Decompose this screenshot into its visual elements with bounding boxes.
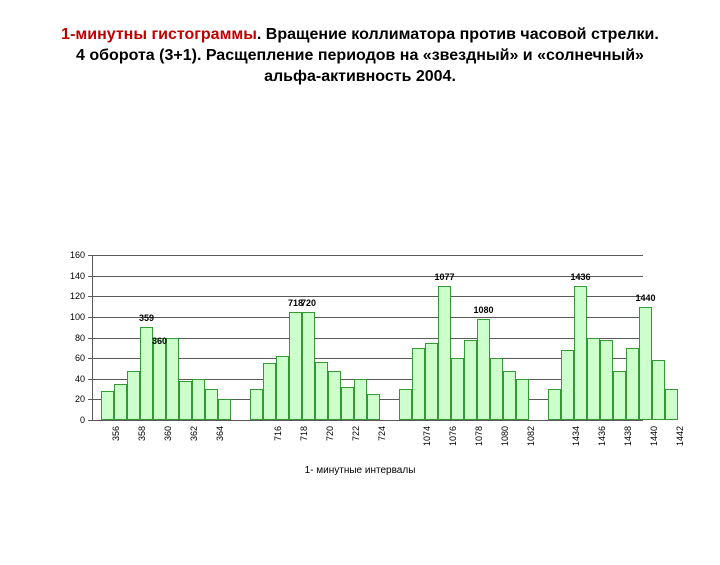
bar-annotation: 360 <box>152 336 167 346</box>
bar <box>192 379 205 420</box>
bar <box>263 363 276 420</box>
bar <box>516 379 529 420</box>
x-tick-label: 1436 <box>597 426 607 446</box>
bar <box>464 340 477 420</box>
y-tick-label: 80 <box>75 333 85 343</box>
x-tick-label: 1434 <box>571 426 581 446</box>
bar <box>101 391 114 420</box>
x-tick-label: 1076 <box>448 426 458 446</box>
bar-annotation: 1077 <box>434 272 454 282</box>
bar <box>354 379 367 420</box>
bar <box>114 384 127 420</box>
bar <box>438 286 451 420</box>
bar <box>574 286 587 420</box>
x-axis-title: 1- минутные интервалы <box>0 465 720 476</box>
y-tick-label: 40 <box>75 374 85 384</box>
bar <box>561 350 574 420</box>
bar <box>153 338 166 421</box>
x-tick-label: 720 <box>325 426 335 441</box>
x-tick-label: 722 <box>351 426 361 441</box>
title-block: 1-минутны гистограммы. Вращение коллимат… <box>60 25 660 87</box>
bar <box>613 371 626 421</box>
bar <box>490 358 503 420</box>
bar <box>399 389 412 420</box>
bar <box>451 358 464 420</box>
bar-annotation: 1440 <box>635 293 655 303</box>
bar <box>503 371 516 421</box>
bar-annotation: 1080 <box>473 305 493 315</box>
x-tick-label: 1440 <box>649 426 659 446</box>
bar <box>412 348 425 420</box>
bar <box>367 394 380 420</box>
x-tick-label: 1080 <box>500 426 510 446</box>
x-tick-label: 1078 <box>474 426 484 446</box>
x-tick-label: 358 <box>137 426 147 441</box>
bar <box>652 360 665 420</box>
y-tick-label: 0 <box>80 415 85 425</box>
title-line2: альфа-активность 2004. <box>264 68 456 85</box>
bar <box>639 307 652 420</box>
bar <box>587 338 600 421</box>
x-tick-label: 364 <box>215 426 225 441</box>
y-tick-label: 160 <box>70 250 85 260</box>
bar-annotation: 720 <box>301 298 316 308</box>
x-tick-label: 724 <box>377 426 387 441</box>
bar <box>276 356 289 420</box>
bar <box>302 312 315 420</box>
bar <box>218 399 231 420</box>
x-tick-label: 362 <box>189 426 199 441</box>
x-tick-label: 716 <box>273 426 283 441</box>
x-tick-label: 360 <box>163 426 173 441</box>
bar <box>315 362 328 420</box>
x-tick-label: 1442 <box>675 426 685 446</box>
x-tick-label: 1074 <box>422 426 432 446</box>
y-tick-label: 120 <box>70 291 85 301</box>
x-tick-label: 1438 <box>623 426 633 446</box>
bar <box>600 340 613 420</box>
bar <box>127 371 140 421</box>
bar-annotation: 1436 <box>570 272 590 282</box>
bar <box>205 389 218 420</box>
bar <box>665 389 678 420</box>
bar <box>328 371 341 421</box>
bar <box>250 389 263 420</box>
y-tick-label: 140 <box>70 271 85 281</box>
bar-annotation: 359 <box>139 313 154 323</box>
y-tick-label: 20 <box>75 394 85 404</box>
bar <box>425 343 438 420</box>
x-tick-label: 718 <box>299 426 309 441</box>
y-tick-label: 60 <box>75 353 85 363</box>
bar <box>626 348 639 420</box>
bar <box>289 312 302 420</box>
bar <box>477 319 490 420</box>
title-red: 1-минутны гистограммы <box>61 26 257 43</box>
bar <box>548 389 561 420</box>
y-tick-label: 100 <box>70 312 85 322</box>
bar <box>341 387 354 420</box>
bar <box>166 338 179 421</box>
histogram-chart: 0204060801001201401603563583603623643593… <box>92 255 643 421</box>
bar <box>179 381 192 420</box>
x-tick-label: 1082 <box>526 426 536 446</box>
x-tick-label: 356 <box>111 426 121 441</box>
